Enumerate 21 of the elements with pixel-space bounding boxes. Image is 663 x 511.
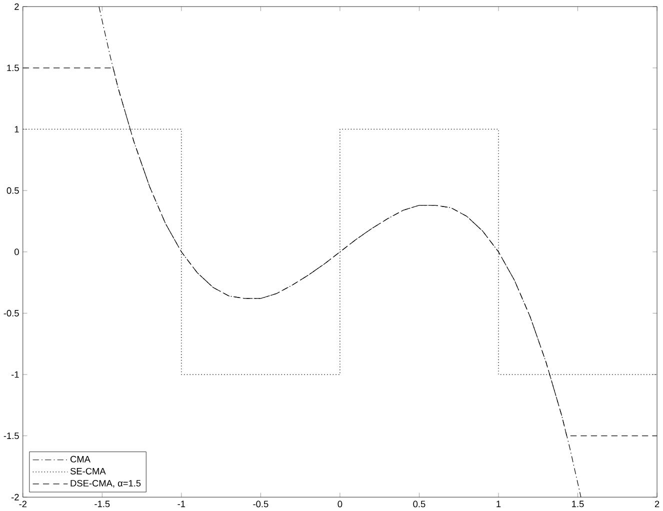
legend-label: DSE-CMA, α=1.5 bbox=[70, 480, 141, 488]
y-tick-label: -1.5 bbox=[4, 432, 19, 440]
x-tick-label: 2 bbox=[654, 500, 660, 508]
y-tick-label: 1.5 bbox=[7, 64, 19, 72]
x-tick-label: 0.5 bbox=[413, 500, 426, 508]
x-tick-label: 0 bbox=[338, 500, 342, 508]
y-tick-label: -1 bbox=[12, 372, 19, 378]
y-tick-label: 0.5 bbox=[6, 187, 19, 194]
x-tick-label: -2 bbox=[19, 500, 26, 508]
y-tick-label: -0.5 bbox=[4, 310, 19, 317]
y-tick-label: 0 bbox=[14, 248, 19, 256]
x-tick-label: -1 bbox=[178, 500, 186, 508]
y-tick-label: 1 bbox=[14, 126, 19, 133]
x-tick-label: -0.5 bbox=[253, 500, 268, 508]
legend-label: CMA bbox=[70, 456, 90, 463]
legend-label: SE-CMA bbox=[70, 468, 106, 475]
x-tick-label: -1.5 bbox=[94, 500, 110, 508]
x-tick-label: 1.5 bbox=[572, 500, 584, 508]
y-tick-label: 2 bbox=[14, 4, 19, 10]
x-tick-label: 1 bbox=[496, 500, 501, 508]
y-tick-label: -2 bbox=[12, 494, 19, 501]
